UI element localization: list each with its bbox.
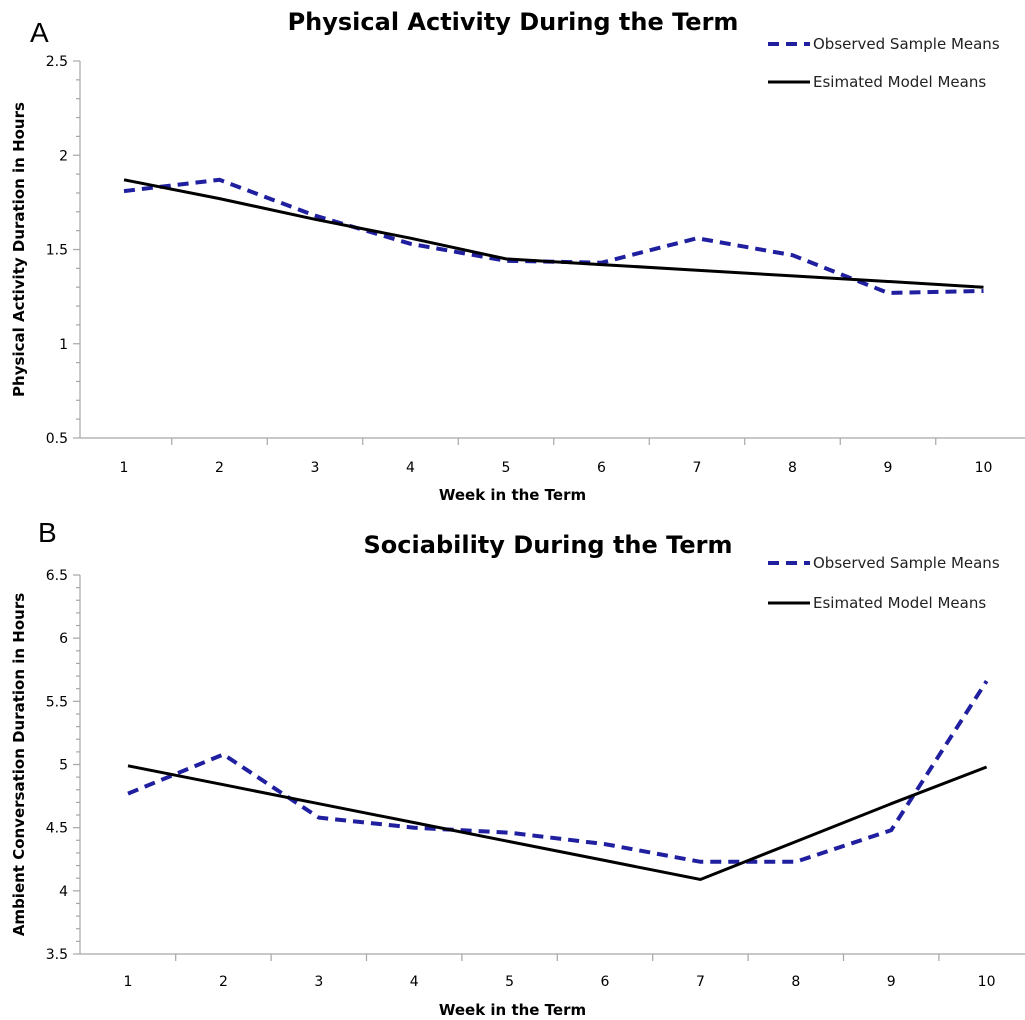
x-tick-label: 9 [887,974,896,990]
x-tick-label: 4 [406,460,415,476]
chart-panel-a: A Physical Activity During the Term 0.5 1 1.… [10,8,1025,504]
model-series-line [123,178,984,289]
y-tick-label: 5.5 [46,694,68,710]
y-axis-label: Physical Activity Duration in Hours [10,102,28,397]
chart-title: Sociability During the Term [364,531,733,559]
y-tick-label: 2 [59,148,68,164]
chart-title: Physical Activity During the Term [288,8,739,36]
x-axis-label: Week in the Term [439,1001,586,1019]
x-tick-label: 3 [314,974,323,990]
x-tick-label: 4 [410,974,419,990]
x-tick-label: 2 [219,974,228,990]
y-tick-label: 5 [59,758,68,774]
observed-series-line [123,177,984,295]
y-tick-label: 6 [59,631,68,647]
y-tick-label: 6.5 [46,568,68,584]
y-axis-label: Ambient Conversation Duration in Hours [10,593,28,936]
x-tick-label: 5 [505,974,514,990]
x-tick-label: 9 [884,460,893,476]
y-tick-label: 4.5 [46,821,68,837]
x-tick-label: 10 [975,460,993,476]
x-tick-label: 5 [502,460,511,476]
x-tick-label: 1 [124,974,133,990]
x-tick-label: 8 [791,974,800,990]
x-tick-label: 10 [978,974,996,990]
panel-letter: A [30,17,49,48]
x-tick-label: 6 [601,974,610,990]
x-tick-label: 7 [693,460,702,476]
panel-letter: B [38,517,57,548]
observed-series-line [127,680,989,864]
x-tick-label: 6 [597,460,606,476]
y-tick-label: 4 [59,884,68,900]
legend-label: Esimated Model Means [813,594,986,612]
x-tick-label: 8 [788,460,797,476]
chart-panel-b: B Sociability During the Term 3.5 4 4.5 5 5.5 6… [10,517,1025,1019]
x-tick-label: 3 [311,460,320,476]
legend-label: Esimated Model Means [813,73,986,91]
model-series-line [127,764,988,882]
legend-label: Observed Sample Means [813,554,1000,572]
x-tick-label: 2 [215,460,224,476]
y-tick-label: 2.5 [46,54,68,70]
y-tick-label: 0.5 [46,431,68,447]
y-tick-label: 1.5 [46,243,68,259]
x-axis-label: Week in the Term [439,486,586,504]
legend-label: Observed Sample Means [813,35,1000,53]
x-tick-label: 1 [120,460,129,476]
y-tick-label: 1 [59,337,68,353]
y-tick-label: 3.5 [46,947,68,963]
x-tick-label: 7 [696,974,705,990]
